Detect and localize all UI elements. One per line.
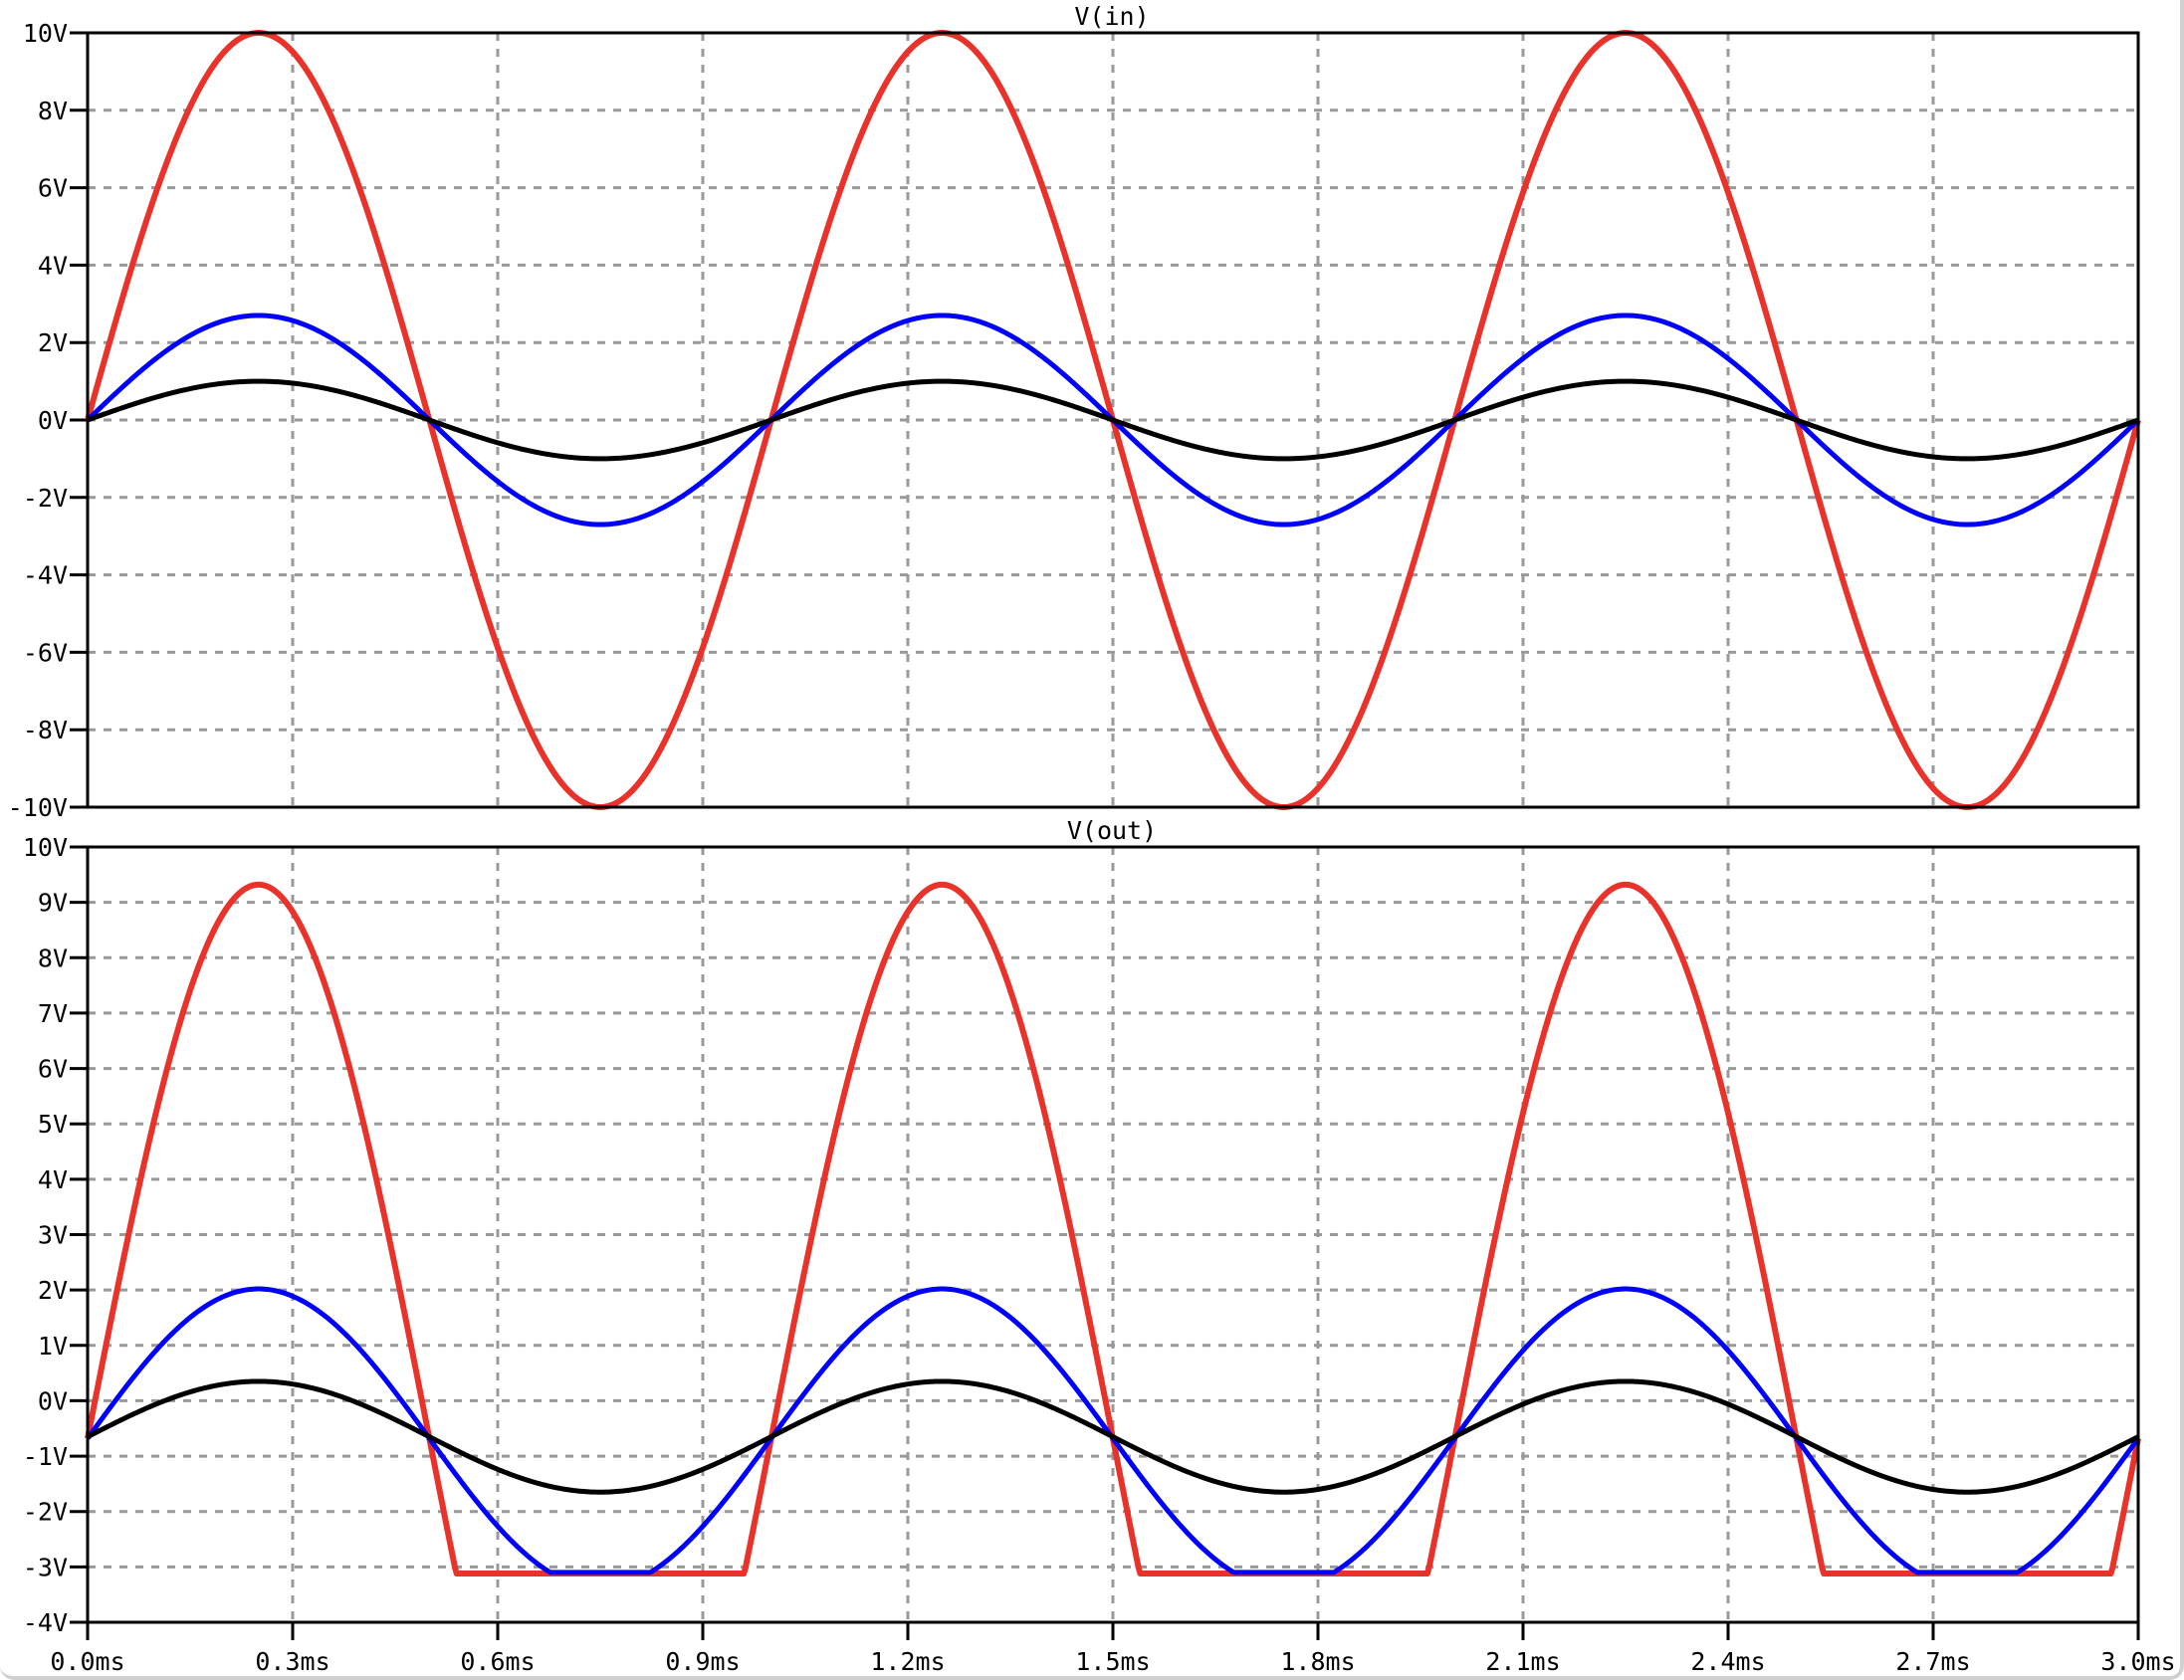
y-tick-label: 0V (38, 1386, 68, 1415)
x-tick-label: 0.3ms (255, 1647, 329, 1676)
y-tick-label: 9V (38, 889, 68, 918)
x-tick-label: 2.1ms (1485, 1647, 1560, 1676)
y-tick-label: 6V (38, 1055, 68, 1084)
y-tick-label: 7V (38, 999, 68, 1028)
y-tick-label: -1V (23, 1442, 68, 1471)
x-tick-label: 3.0ms (2100, 1647, 2175, 1676)
x-tick-label: 2.7ms (1895, 1647, 1970, 1676)
y-tick-label: -3V (23, 1553, 68, 1581)
y-tick-label: -4V (23, 561, 68, 590)
y-tick-label: 2V (38, 328, 68, 357)
x-tick-label: 2.4ms (1690, 1647, 1765, 1676)
y-tick-label: 3V (38, 1221, 68, 1250)
y-tick-label: 1V (38, 1332, 68, 1361)
x-tick-label: 1.2ms (870, 1647, 945, 1676)
x-tick-label: 1.8ms (1280, 1647, 1355, 1676)
y-tick-label: -8V (23, 716, 68, 744)
y-tick-label: 4V (38, 1165, 68, 1194)
x-tick-label: 1.5ms (1075, 1647, 1150, 1676)
y-tick-label: 10V (23, 19, 68, 48)
y-tick-label: 0V (38, 406, 68, 435)
y-tick-label: -4V (23, 1608, 68, 1637)
y-tick-label: 8V (38, 944, 68, 972)
y-tick-label: 4V (38, 251, 68, 280)
trace-black (86, 1378, 2140, 1495)
y-tick-label: 2V (38, 1276, 68, 1305)
plot-frame (86, 31, 2140, 809)
y-tick-label: -2V (23, 484, 68, 513)
plot-title: V(in) (1074, 2, 1149, 31)
x-tick-label: 0.0ms (50, 1647, 124, 1676)
y-tick-label: -6V (23, 638, 68, 667)
trace-black (87, 378, 2139, 462)
y-tick-label: -2V (23, 1498, 68, 1527)
plot-title: V(out) (1067, 816, 1157, 845)
x-tick-label: 0.6ms (460, 1647, 535, 1676)
vout-plot-pane[interactable]: 10V 9V 8V 7V 6V 5V 4V 3V 2V 1V 0V -1V -2V -3V -4V V(out… (23, 816, 2176, 1676)
vin-plot-pane[interactable]: 10V 8V 6V 4V 2V 0V -2V -4V -6V -8V -10V V(in) (8, 2, 2141, 822)
y-tick-label: 10V (23, 833, 68, 862)
y-tick-label: -10V (8, 793, 68, 822)
x-tick-label: 0.9ms (665, 1647, 740, 1676)
y-tick-label: 8V (38, 97, 68, 125)
y-tick-label: 6V (38, 174, 68, 203)
y-tick-label: 5V (38, 1110, 68, 1139)
